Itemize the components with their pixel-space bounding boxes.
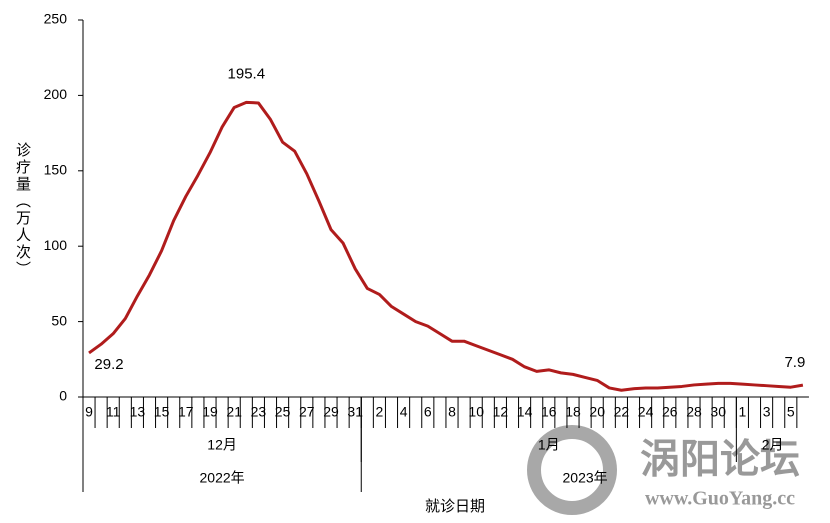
x-tick-label: 20 xyxy=(589,404,605,420)
data-label: 195.4 xyxy=(228,65,266,82)
x-tick-label: 22 xyxy=(614,404,630,420)
x-tick-label: 9 xyxy=(85,404,93,420)
month-label: 12月 xyxy=(207,437,237,453)
year-label: 2023年 xyxy=(563,470,608,486)
y-axis-title: 诊疗量（万人次） xyxy=(14,142,31,278)
data-label: 29.2 xyxy=(94,356,123,373)
y-tick-label: 200 xyxy=(44,86,68,102)
x-tick-label: 27 xyxy=(299,404,315,420)
x-tick-label: 1 xyxy=(739,404,747,420)
x-tick-label: 4 xyxy=(400,404,408,420)
y-tick-label: 150 xyxy=(44,162,68,178)
watermark-url: www.GuoYang.cc xyxy=(645,488,795,510)
x-tick-label: 14 xyxy=(517,404,533,420)
y-tick-label: 0 xyxy=(59,388,67,404)
x-tick-label: 31 xyxy=(347,404,363,420)
month-label: 1月 xyxy=(538,437,560,453)
y-tick-label: 100 xyxy=(44,237,68,253)
x-tick-label: 28 xyxy=(686,404,702,420)
x-tick-label: 13 xyxy=(130,404,146,420)
x-tick-label: 5 xyxy=(787,404,795,420)
month-label: 2月 xyxy=(762,437,784,453)
x-tick-label: 23 xyxy=(251,404,267,420)
y-tick-label: 250 xyxy=(44,11,68,27)
x-tick-label: 16 xyxy=(541,404,557,420)
x-tick-label: 21 xyxy=(226,404,242,420)
x-tick-label: 29 xyxy=(323,404,339,420)
x-tick-label: 24 xyxy=(638,404,654,420)
x-tick-label: 10 xyxy=(468,404,484,420)
x-tick-label: 12 xyxy=(493,404,509,420)
x-tick-label: 15 xyxy=(154,404,170,420)
x-tick-label: 30 xyxy=(710,404,726,420)
x-axis-title: 就诊日期 xyxy=(425,498,485,515)
x-tick-label: 8 xyxy=(448,404,456,420)
y-tick-label: 50 xyxy=(51,312,67,328)
x-tick-label: 2 xyxy=(376,404,384,420)
line-series xyxy=(88,100,804,392)
data-label: 7.9 xyxy=(784,354,805,371)
x-tick-label: 19 xyxy=(202,404,218,420)
year-label: 2022年 xyxy=(200,470,245,486)
x-tick-label: 18 xyxy=(565,404,581,420)
x-tick-label: 3 xyxy=(763,404,771,420)
x-tick-label: 17 xyxy=(178,404,194,420)
x-tick-label: 26 xyxy=(662,404,678,420)
watermark: 涡阳论坛 www.GuoYang.cc xyxy=(527,425,800,515)
watermark-logo xyxy=(527,425,617,515)
x-tick-label: 25 xyxy=(275,404,291,420)
watermark-name: 涡阳论坛 xyxy=(640,438,800,482)
x-tick-label: 6 xyxy=(424,404,432,420)
x-tick-label: 11 xyxy=(106,404,121,420)
